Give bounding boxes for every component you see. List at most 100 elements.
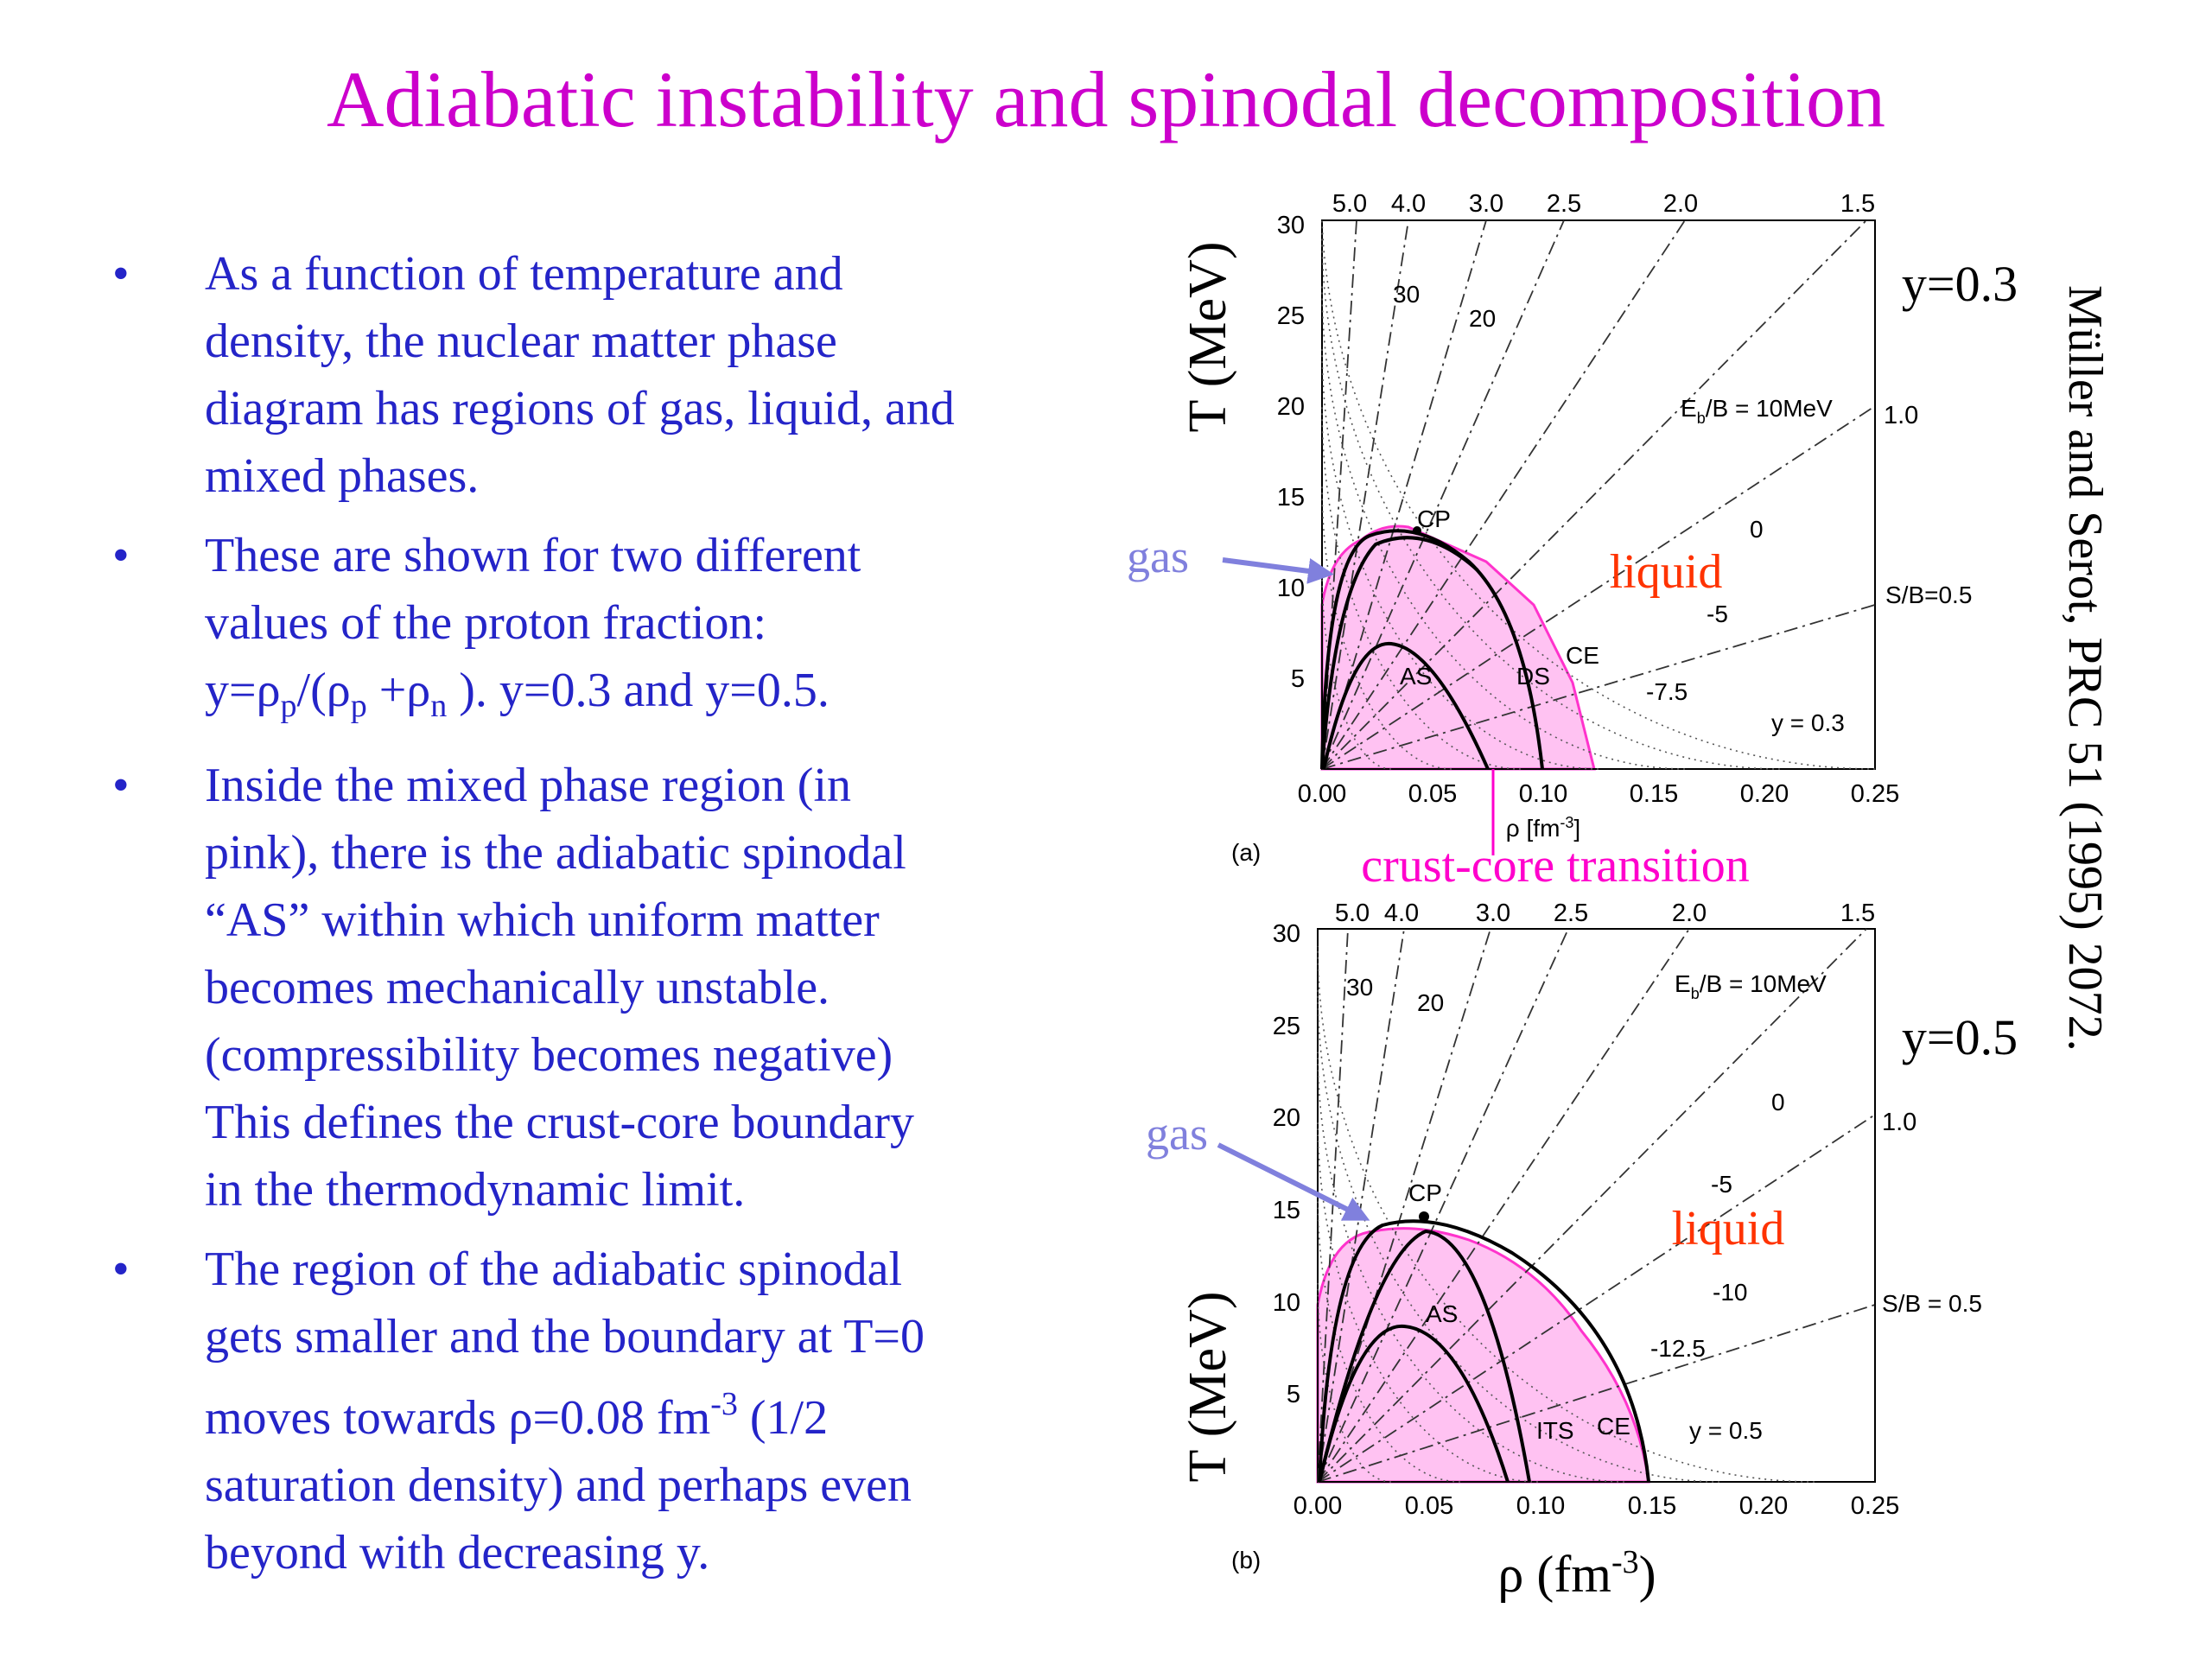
energy-rest: /B = 10MeV: [1700, 970, 1827, 997]
energy-label-0: 0: [1750, 516, 1764, 543]
formula-subscript: p: [350, 688, 367, 724]
its-label: ITS: [1536, 1417, 1574, 1444]
y-axis-label: T (MeV): [1179, 1292, 1237, 1483]
x-axis-label-end: ): [1639, 1546, 1656, 1603]
ce-label: CE: [1597, 1413, 1630, 1440]
bullet-line: density, the nuclear matter phase: [205, 315, 837, 368]
x-tick-label: 0.05: [1405, 1492, 1453, 1520]
x-tick-label: 0.10: [1516, 1492, 1565, 1520]
y-tick-label: 25: [1273, 1013, 1300, 1040]
energy-label-minus10: -10: [1713, 1279, 1747, 1306]
top-tick-label: 5.0: [1335, 899, 1370, 927]
x-axis-label: ρ (fm-3): [1497, 1544, 1656, 1603]
bullet-line: As a function of temperature and: [205, 247, 843, 301]
top-tick-label: 2.5: [1547, 190, 1581, 218]
formula-part: +ρ: [366, 664, 431, 717]
bullet-line: saturation density) and perhaps even: [205, 1459, 912, 1512]
formula-part: ). y=0.3 and y=0.5.: [447, 664, 830, 717]
entropy-per-baryon-label: S/B = 0.5: [1882, 1290, 1982, 1317]
plot-frame: [1317, 928, 1876, 1483]
y-axis-label: T (MeV): [1179, 242, 1237, 433]
energy-label-minus12.5: -12.5: [1650, 1335, 1706, 1362]
panel-a: 0.00 0.05 0.10 0.15 0.20 0.25 30 25 20 1…: [1127, 190, 2018, 893]
y-ticks: 30 25 20 15 10 5: [1277, 212, 1305, 693]
energy-label-0: 0: [1771, 1089, 1785, 1116]
x-ticks: 0.00 0.05 0.10 0.15 0.20 0.25: [1298, 780, 1899, 808]
bullet-line: becomes mechanically unstable.: [205, 961, 830, 1014]
bullet-line: These are shown for two different: [205, 529, 861, 582]
energy-label-minus5: -5: [1707, 601, 1728, 627]
energy-contours: [1317, 945, 1815, 1483]
x-axis-label-end: ]: [1573, 815, 1580, 842]
ds-label: DS: [1516, 663, 1550, 690]
x-axis-label-sup: -3: [1611, 1544, 1639, 1580]
top-tick-label: 2.5: [1554, 899, 1588, 927]
panel-b: 0.00 0.05 0.10 0.15 0.20 0.25 30 25 20 1…: [1146, 899, 2018, 1603]
x-axis-label-sup: -3: [1560, 814, 1573, 831]
gas-arrow: [1217, 1142, 1370, 1221]
bullet-line: values of the proton fraction:: [205, 596, 767, 650]
y-tick-label: 30: [1273, 920, 1300, 948]
top-tick-label: 1.5: [1840, 190, 1875, 218]
bullet-dot: •: [112, 529, 130, 582]
entropy-label-20: 20: [1417, 989, 1444, 1016]
entropy-label-30: 30: [1346, 974, 1373, 1001]
critical-point-marker: [1413, 526, 1421, 535]
x-tick-label: 0.20: [1740, 780, 1789, 808]
energy-label: Eb/B = 10MeV: [1681, 395, 1833, 427]
energy-e: E: [1681, 395, 1697, 422]
top-tick-label: 2.0: [1672, 899, 1707, 927]
y-tick-label: 5: [1291, 665, 1305, 693]
x-tick-label: 0.00: [1294, 1492, 1342, 1520]
y-tick-label: 25: [1277, 302, 1305, 330]
bullet-line: This defines the crust-core boundary: [205, 1096, 915, 1149]
x-tick-label: 0.10: [1519, 780, 1567, 808]
top-ticks: 5.0 4.0 3.0 2.5 2.0 1.5: [1335, 899, 1875, 927]
top-tick-label: 4.0: [1391, 190, 1426, 218]
proton-fraction-heading: y=0.5: [1902, 1009, 2018, 1065]
entropy-label-20: 20: [1469, 305, 1496, 332]
line-part: (1/2: [737, 1391, 829, 1445]
cp-label: CP: [1417, 505, 1451, 532]
energy-subscript: b: [1691, 985, 1700, 1002]
energy-label-minus7.5: -7.5: [1646, 678, 1688, 705]
y-tick-label: 10: [1277, 575, 1305, 602]
top-tick-label: 3.0: [1469, 190, 1503, 218]
x-tick-label: 0.15: [1630, 780, 1678, 808]
bullet-dot: •: [112, 1243, 130, 1296]
isentrope-lines: [1317, 928, 1876, 1483]
x-ticks: 0.00 0.05 0.10 0.15 0.20 0.25: [1294, 1492, 1899, 1520]
energy-subscript: b: [1697, 410, 1706, 427]
bullet-item: • The region of the adiabatic spinodal g…: [112, 1236, 1115, 1586]
superscript: -3: [710, 1386, 738, 1422]
y-tick-label: 20: [1277, 393, 1305, 421]
line-part: moves towards ρ=0.08 fm: [205, 1391, 711, 1445]
as-label: AS: [1400, 663, 1432, 690]
y-tick-label: 5: [1287, 1381, 1300, 1408]
x-axis-label-main: ρ (fm: [1497, 1546, 1611, 1603]
y-tick-label: 15: [1273, 1197, 1300, 1224]
y-tick-label: 30: [1277, 212, 1305, 239]
x-axis-label-main: ρ [fm: [1506, 815, 1560, 842]
panel-tag: (a): [1231, 839, 1261, 866]
proton-fraction-label: y = 0.3: [1771, 709, 1845, 736]
bullet-line: moves towards ρ=0.08 fm-3 (1/2: [205, 1370, 1115, 1452]
gas-label: gas: [1127, 531, 1189, 582]
cp-label: CP: [1408, 1179, 1442, 1206]
top-tick-label: 5.0: [1332, 190, 1367, 218]
right-tick-label: 1.0: [1882, 1109, 1916, 1136]
proton-fraction-label: y = 0.5: [1689, 1417, 1763, 1444]
top-tick-label: 4.0: [1384, 899, 1419, 927]
proton-fraction-heading: y=0.3: [1902, 256, 2018, 312]
panel-tag: (b): [1231, 1547, 1261, 1573]
bullet-line: in the thermodynamic limit.: [205, 1163, 746, 1217]
formula-subscript: n: [430, 688, 448, 724]
x-tick-label: 0.25: [1851, 1492, 1899, 1520]
isentrope-lines: [1321, 219, 1876, 770]
bullet-line: Inside the mixed phase region (in: [205, 759, 852, 812]
x-tick-label: 0.25: [1851, 780, 1899, 808]
gas-label: gas: [1146, 1108, 1208, 1160]
bullet-item: • These are shown for two different valu…: [112, 522, 1115, 740]
y-ticks: 30 25 20 15 10 5: [1273, 920, 1300, 1408]
x-axis-label: ρ [fm-3]: [1506, 814, 1580, 842]
